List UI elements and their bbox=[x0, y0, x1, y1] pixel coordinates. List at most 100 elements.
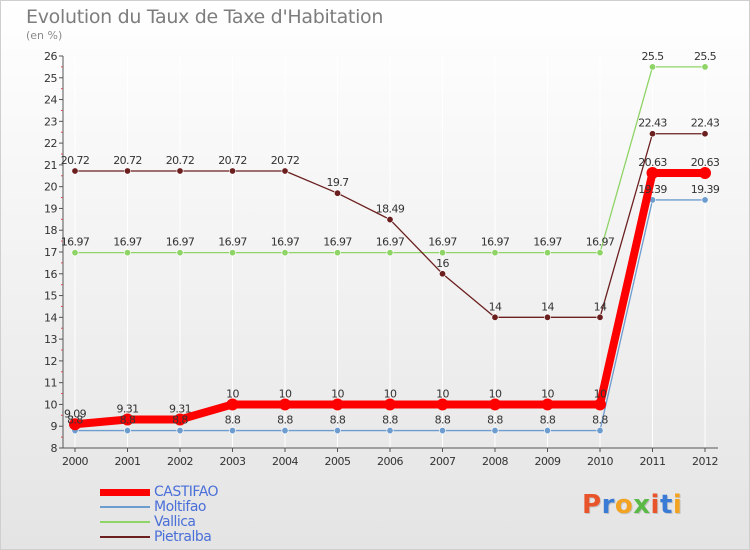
series-vallica bbox=[71, 63, 709, 257]
data-label-castifao: 10 bbox=[541, 387, 554, 400]
data-point-castifao bbox=[594, 398, 606, 411]
data-label-vallica: 16.97 bbox=[481, 236, 510, 249]
x-tick-label: 2001 bbox=[115, 455, 141, 468]
x-tick-label: 2004 bbox=[272, 455, 298, 468]
data-label-moltifao: 8.8 bbox=[277, 414, 293, 427]
data-label-pietralba: 20.72 bbox=[61, 154, 90, 167]
y-tick-label: 10 bbox=[44, 398, 57, 411]
data-point-castifao bbox=[384, 398, 396, 411]
data-point-vallica bbox=[386, 249, 394, 257]
x-tick-label: 2012 bbox=[692, 455, 718, 468]
data-point-moltifao bbox=[701, 196, 709, 204]
data-label-vallica: 16.97 bbox=[271, 236, 300, 249]
data-label-vallica: 16.97 bbox=[113, 236, 142, 249]
y-tick-label: 21 bbox=[44, 159, 57, 172]
x-tick-label: 2008 bbox=[482, 455, 508, 468]
data-label-moltifao: 8.8 bbox=[67, 414, 83, 427]
data-label-moltifao: 8.8 bbox=[172, 414, 188, 427]
data-point-moltifao bbox=[386, 427, 394, 435]
y-tick-label: 13 bbox=[44, 333, 57, 346]
data-label-vallica: 25.5 bbox=[641, 50, 664, 63]
data-point-pietralba bbox=[176, 167, 184, 175]
data-point-castifao bbox=[699, 166, 711, 179]
data-point-moltifao bbox=[124, 427, 132, 435]
data-label-moltifao: 8.8 bbox=[382, 414, 398, 427]
data-label-moltifao: 19.39 bbox=[638, 183, 667, 196]
data-label-castifao: 9.09 bbox=[64, 407, 87, 420]
y-tick-label: 12 bbox=[44, 355, 57, 368]
data-point-pietralba bbox=[124, 167, 132, 175]
x-tick-label: 2000 bbox=[62, 455, 88, 468]
data-point-pietralba bbox=[491, 313, 499, 321]
data-point-pietralba bbox=[71, 167, 79, 175]
x-tick-label: 2011 bbox=[640, 455, 666, 468]
y-tick-label: 17 bbox=[44, 246, 57, 259]
y-tick-label: 11 bbox=[44, 377, 57, 390]
data-point-pietralba bbox=[281, 167, 289, 175]
legend-label: Moltifao bbox=[154, 499, 207, 515]
data-point-pietralba bbox=[596, 313, 604, 321]
y-tick-label: 16 bbox=[44, 268, 57, 281]
data-label-castifao: 10 bbox=[226, 387, 239, 400]
data-point-castifao bbox=[174, 413, 186, 426]
x-tick-label: 2002 bbox=[167, 455, 193, 468]
x-tick-label: 2005 bbox=[325, 455, 351, 468]
data-point-moltifao bbox=[596, 427, 604, 435]
legend-swatch bbox=[100, 536, 150, 538]
y-tick-label: 8 bbox=[51, 442, 58, 455]
data-label-castifao: 10 bbox=[331, 387, 344, 400]
data-point-castifao bbox=[279, 398, 291, 411]
data-point-pietralba bbox=[386, 216, 394, 224]
data-point-castifao bbox=[541, 398, 554, 411]
legend-swatch bbox=[100, 506, 150, 508]
data-point-castifao bbox=[121, 413, 134, 426]
data-point-castifao bbox=[489, 398, 501, 411]
data-label-moltifao: 8.8 bbox=[592, 414, 608, 427]
data-point-vallica bbox=[701, 63, 709, 71]
data-point-pietralba bbox=[701, 130, 709, 138]
y-tick-label: 14 bbox=[44, 311, 57, 324]
y-tick-label: 22 bbox=[44, 137, 57, 150]
data-point-vallica bbox=[438, 249, 446, 257]
data-label-vallica: 16.97 bbox=[586, 236, 615, 249]
y-tick-label: 25 bbox=[44, 72, 57, 85]
data-point-castifao bbox=[331, 398, 344, 411]
data-label-moltifao: 8.8 bbox=[225, 414, 241, 427]
data-label-castifao: 10 bbox=[489, 387, 502, 400]
x-tick-label: 2010 bbox=[587, 455, 613, 468]
data-point-moltifao bbox=[176, 427, 184, 435]
data-point-moltifao bbox=[333, 427, 341, 435]
data-point-pietralba bbox=[543, 313, 551, 321]
chart-subtitle: (en %) bbox=[26, 29, 63, 42]
data-label-vallica: 16.97 bbox=[376, 236, 405, 249]
data-label-vallica: 16.97 bbox=[61, 236, 90, 249]
data-point-vallica bbox=[71, 249, 79, 257]
data-label-moltifao: 8.8 bbox=[120, 414, 136, 427]
data-label-moltifao: 8.8 bbox=[435, 414, 451, 427]
data-label-castifao: 20.63 bbox=[638, 156, 667, 169]
y-tick-label: 26 bbox=[44, 50, 57, 63]
data-point-pietralba bbox=[648, 130, 656, 138]
data-label-moltifao: 19.39 bbox=[691, 183, 720, 196]
data-label-castifao: 9.31 bbox=[116, 402, 138, 415]
data-label-pietralba: 22.43 bbox=[638, 117, 667, 130]
data-point-vallica bbox=[648, 63, 656, 71]
legend-label: CASTIFAO bbox=[154, 484, 219, 500]
data-point-vallica bbox=[543, 249, 551, 257]
y-tick-label: 24 bbox=[44, 94, 57, 107]
data-point-vallica bbox=[124, 249, 132, 257]
data-label-pietralba: 16 bbox=[436, 257, 449, 270]
legend-label: Vallica bbox=[154, 514, 196, 530]
data-point-vallica bbox=[281, 249, 289, 257]
data-point-vallica bbox=[596, 249, 604, 257]
data-label-moltifao: 8.8 bbox=[540, 414, 556, 427]
data-label-castifao: 10 bbox=[279, 387, 292, 400]
data-point-moltifao bbox=[491, 427, 499, 435]
data-label-pietralba: 19.7 bbox=[326, 176, 349, 189]
series-castifao bbox=[69, 166, 711, 431]
x-tick-label: 2003 bbox=[220, 455, 246, 468]
data-point-pietralba bbox=[333, 189, 341, 197]
data-label-castifao: 10 bbox=[436, 387, 449, 400]
